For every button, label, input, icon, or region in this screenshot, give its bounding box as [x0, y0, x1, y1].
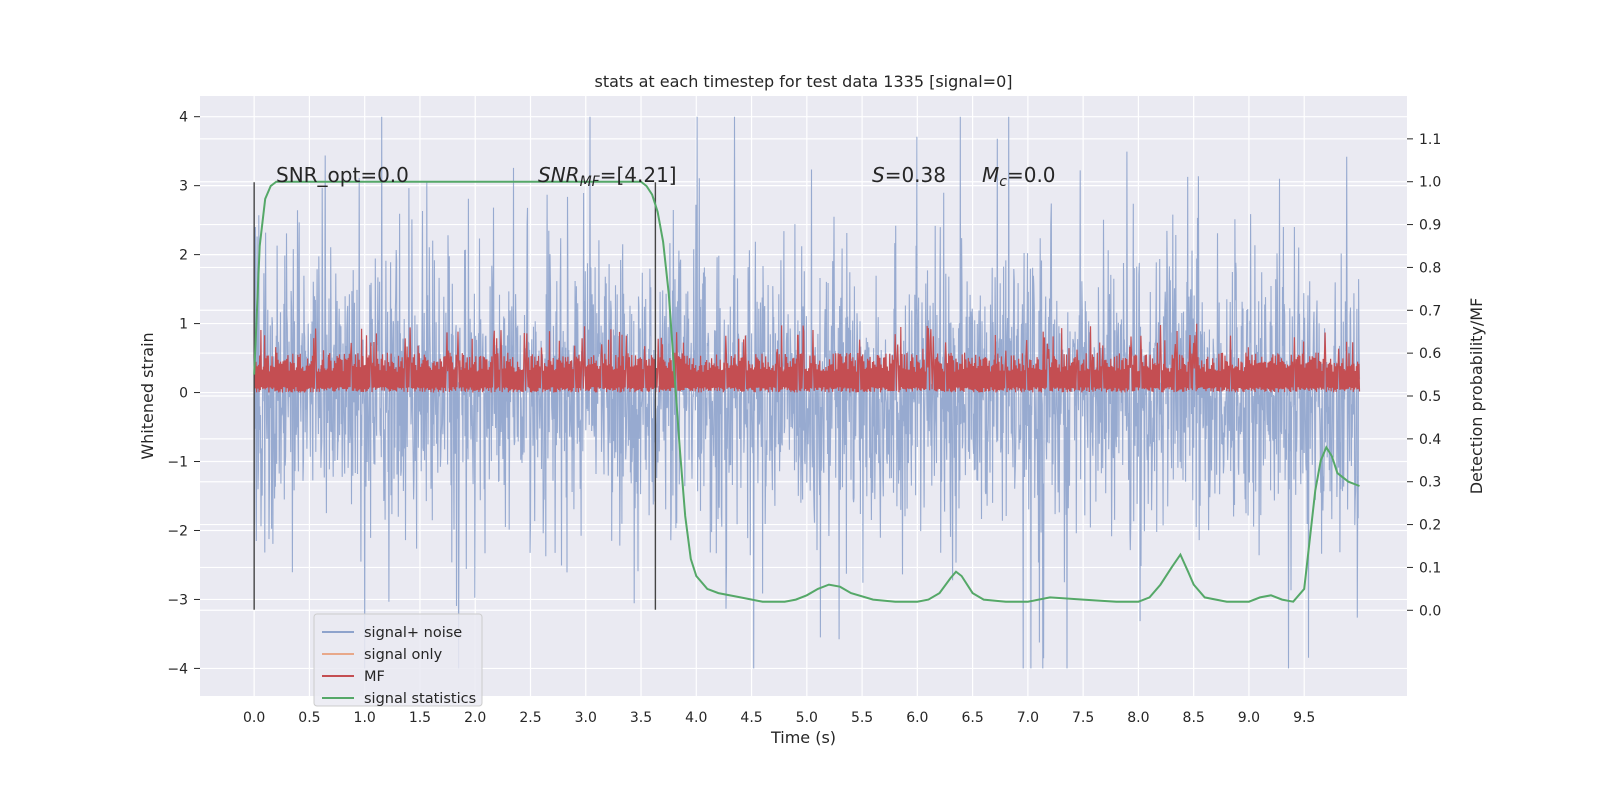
- y-right-tick-5: 0.6: [1419, 346, 1441, 362]
- x-tick-3: 1.5: [409, 710, 431, 726]
- y-left-tick-4: 0: [179, 386, 188, 402]
- x-tick-2: 1.0: [354, 710, 376, 726]
- x-tick-0: 0.0: [243, 710, 265, 726]
- legend-box: [313, 613, 483, 707]
- annotation-snr-mf: SNRMF=[4.21]: [538, 163, 677, 190]
- x-tick-1: 0.5: [298, 710, 320, 726]
- y-left-tick-labels: 4 3 2 1 0 −1 −2 −3 −4: [167, 110, 200, 677]
- annotation-s-label: S: [872, 163, 885, 187]
- annotation-mc: Mc=0.0: [982, 163, 1056, 190]
- y-right-tick-8: 0.3: [1419, 475, 1441, 491]
- legend: signal+ noise signal only MF signal statist…: [313, 613, 483, 707]
- y-left-tick-0: 4: [179, 110, 188, 126]
- y-left-axis-label: Whitened strain: [138, 332, 157, 459]
- annotation-snr-mf-sub: MF: [580, 174, 601, 190]
- x-tick-9: 4.5: [740, 710, 762, 726]
- x-tick-18: 9.0: [1238, 710, 1260, 726]
- x-tick-15: 7.5: [1072, 710, 1094, 726]
- legend-label-1: signal only: [364, 647, 443, 663]
- signal-noise-series: [253, 116, 1361, 669]
- annotation-s: S=0.38: [872, 163, 946, 187]
- y-right-tick-9: 0.2: [1419, 518, 1441, 534]
- x-tick-6: 3.0: [575, 710, 597, 726]
- x-tick-11: 5.5: [851, 710, 873, 726]
- annotation-mc-sub: c: [999, 174, 1007, 190]
- annotation-s-value: =0.38: [885, 163, 946, 187]
- x-tick-4: 2.0: [464, 710, 486, 726]
- y-right-tick-1: 1.0: [1419, 175, 1441, 191]
- x-tick-17: 8.5: [1183, 710, 1205, 726]
- x-tick-7: 3.5: [630, 710, 652, 726]
- y-right-tick-7: 0.4: [1419, 432, 1441, 448]
- y-left-tick-1: 3: [179, 179, 188, 195]
- annotation-mc-value: =0.0: [1007, 163, 1056, 187]
- y-right-tick-11: 0.0: [1419, 603, 1441, 619]
- mf-series: [253, 323, 1361, 393]
- x-tick-8: 4.0: [685, 710, 707, 726]
- signal-noise-line: [253, 116, 1361, 669]
- annotation-snr-mf-value: =[4.21]: [600, 163, 677, 187]
- x-tick-13: 6.5: [961, 710, 983, 726]
- legend-label-0: signal+ noise: [364, 625, 462, 641]
- y-left-tick-3: 1: [179, 317, 188, 333]
- y-right-tick-4: 0.7: [1419, 303, 1441, 319]
- y-right-axis-label: Detection probability/MF: [1467, 298, 1486, 495]
- y-left-tick-7: −3: [167, 592, 188, 608]
- y-left-tick-5: −1: [167, 455, 188, 471]
- y-left-tick-6: −2: [167, 523, 188, 539]
- legend-label-3: signal statistics: [364, 691, 476, 707]
- x-tick-labels: 0.0 0.5 1.0 1.5 2.0 2.5 3.0 3.5 4.0 4.5 5.0 5.5 6.0 6…: [243, 710, 1315, 726]
- y-right-tick-2: 0.9: [1419, 218, 1441, 234]
- x-axis-label: Time (s): [770, 728, 836, 747]
- signal-statistics-line: [253, 180, 1360, 603]
- x-tick-12: 6.0: [906, 710, 928, 726]
- chart-title: stats at each timestep for test data 133…: [594, 72, 1012, 91]
- y-right-tick-labels: 1.1 1.0 0.9 0.8 0.7 0.6 0.5 0.4 0.3 0.2 0.1 0.0: [1407, 132, 1441, 619]
- x-tick-14: 7.0: [1017, 710, 1039, 726]
- x-tick-10: 5.0: [796, 710, 818, 726]
- y-right-tick-3: 0.8: [1419, 260, 1441, 276]
- x-tick-16: 8.0: [1127, 710, 1149, 726]
- x-tick-5: 2.5: [519, 710, 541, 726]
- legend-label-2: MF: [364, 669, 385, 685]
- vertical-marker-lines: [253, 182, 657, 610]
- y-right-tick-6: 0.5: [1419, 389, 1441, 405]
- x-tick-19: 9.5: [1293, 710, 1315, 726]
- y-left-tick-2: 2: [179, 248, 188, 264]
- y-left-tick-8: −4: [167, 661, 188, 677]
- annotation-mc-label: M: [982, 163, 999, 187]
- annotation-snr-mf-label: SNR: [538, 163, 580, 187]
- annotation-snr-opt: SNR_opt=0.0: [276, 163, 409, 187]
- mf-line: [253, 323, 1361, 393]
- y-right-tick-0: 1.1: [1419, 132, 1441, 148]
- y-right-tick-10: 0.1: [1419, 560, 1441, 576]
